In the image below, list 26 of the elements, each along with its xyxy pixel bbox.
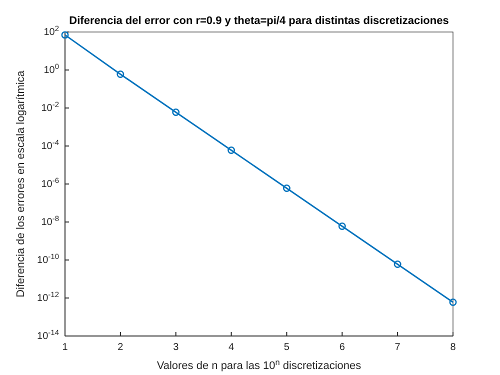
x-tick-label: 2 [118,342,124,353]
x-tick-label: 5 [284,342,290,353]
x-tick-label: 6 [339,342,346,353]
y-tick-label: 10$^{2}$ [44,24,59,38]
y-tick-label: 10$^{-8}$ [41,214,59,228]
point [228,146,236,154]
y-tick-label: 10$^{-2}$ [41,100,59,114]
x-tick-label: 1 [62,342,68,353]
point [282,184,290,192]
point [172,108,180,116]
y-tick-label: 10$^{-12}$ [37,290,59,304]
y-tick-label: 10$^{-4}$ [41,138,59,152]
x-tick-label: 8 [450,342,456,353]
y-tick-label: 10$^{-14}$ [37,328,59,342]
point [338,222,346,230]
y-tick-label: 10$^{-10}$ [37,252,59,266]
y-tick-label: 10$^{-6}$ [41,176,59,190]
x-axis-title: Valores de n para las 10$^{n}$ discretizaciones [156,358,362,372]
x-tick-label: 4 [228,342,235,353]
point [394,260,402,268]
x-tick-label: 7 [394,342,401,353]
y-tick-label: 10$^{0}$ [44,62,59,76]
y-axis-title: Diferencia de los errores en escala logarítmica [15,70,27,298]
point [116,70,124,78]
x-tick-label: 3 [173,342,180,353]
chart-title: Diferencia del error con r=0.9 y theta=pi/4 para distintas discretizaciones [69,15,449,27]
